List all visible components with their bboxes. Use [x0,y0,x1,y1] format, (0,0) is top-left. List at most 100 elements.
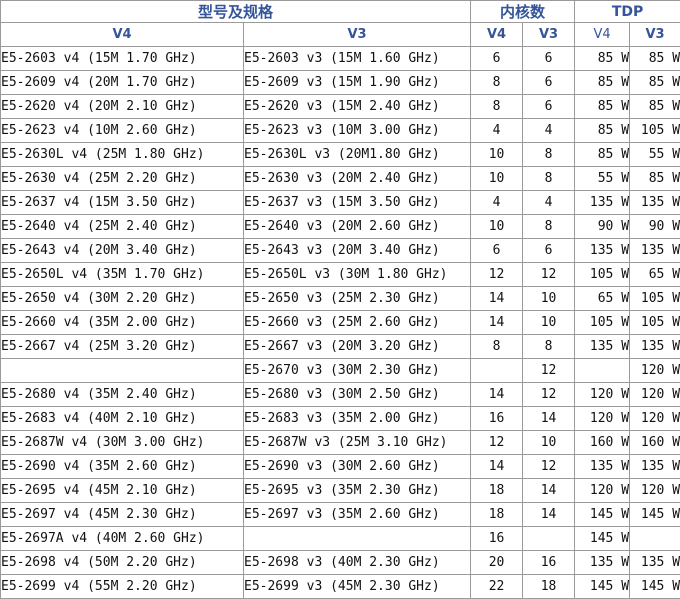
table-row: E5-2683 v4 (40M 2.10 GHz) E5-2683 v3 (35M… [0,406,680,431]
v3-cores-cell: 14 [522,502,576,527]
v4-model-cell: E5-2637 v4 (15M 3.50 GHz) [0,190,244,215]
v3-model-cell: E5-2687W v3 (25M 3.10 GHz) [242,430,472,455]
v3-cores-cell: 8 [522,214,576,239]
v4-cores-cell: 10 [470,214,524,239]
v3-model-cell: E5-2650L v3 (30M 1.80 GHz) [242,262,472,287]
v3-cores-cell: 14 [522,406,576,431]
v3-model-cell: E5-2697 v3 (35M 2.60 GHz) [242,502,472,527]
v3-cores-header: V3 [522,22,576,47]
v4-cores-cell: 12 [470,430,524,455]
table-row: E5-2680 v4 (35M 2.40 GHz) E5-2680 v3 (30M… [0,382,680,407]
v3-model-cell: E5-2680 v3 (30M 2.50 GHz) [242,382,472,407]
v3-model-cell: E5-2620 v3 (15M 2.40 GHz) [242,94,472,119]
v3-model-cell: E5-2695 v3 (35M 2.30 GHz) [242,478,472,503]
v3-tdp-cell: 135 W [629,238,680,263]
v4-tdp-cell: 160 W [574,430,631,455]
v3-tdp-cell: 85 W [629,166,680,191]
table-row: E5-2637 v4 (15M 3.50 GHz) E5-2637 v3 (15M… [0,190,680,215]
v3-cores-cell: 10 [522,430,576,455]
v3-cores-cell: 4 [522,190,576,215]
table-row: E5-2697A v4 (40M 2.60 GHz) 16 145 W [0,526,680,551]
v3-tdp-cell: 145 W [629,502,680,527]
v3-tdp-cell: 160 W [629,430,680,455]
v4-model-cell: E5-2698 v4 (50M 2.20 GHz) [0,550,244,575]
v4-model-cell: E5-2650L v4 (35M 1.70 GHz) [0,262,244,287]
v3-model-header: V3 [242,22,472,47]
v3-model-cell: E5-2623 v3 (10M 3.00 GHz) [242,118,472,143]
v4-tdp-cell: 85 W [574,94,631,119]
v3-tdp-cell: 85 W [629,94,680,119]
v3-model-cell: E5-2630L v3 (20M1.80 GHz) [242,142,472,167]
v3-model-cell: E5-2660 v3 (25M 2.60 GHz) [242,310,472,335]
v3-model-cell [242,526,472,551]
v4-tdp-cell: 85 W [574,118,631,143]
v4-cores-cell: 14 [470,382,524,407]
header-row-sub: V4 V3 V4 V3 V4 V3 [0,22,680,47]
v4-model-header: V4 [0,22,244,47]
v3-tdp-cell: 85 W [629,70,680,95]
v3-tdp-cell: 120 W [629,478,680,503]
v3-tdp-cell: 105 W [629,118,680,143]
v4-model-cell: E5-2630 v4 (25M 2.20 GHz) [0,166,244,191]
v4-cores-cell: 18 [470,478,524,503]
v4-model-cell: E5-2690 v4 (35M 2.60 GHz) [0,454,244,479]
v3-cores-cell: 4 [522,118,576,143]
table-row: E5-2667 v4 (25M 3.20 GHz) E5-2667 v3 (20M… [0,334,680,359]
v3-tdp-cell: 120 W [629,406,680,431]
v3-tdp-cell: 65 W [629,262,680,287]
table-row: E5-2660 v4 (35M 2.00 GHz) E5-2660 v3 (25M… [0,310,680,335]
v4-cores-cell: 16 [470,526,524,551]
v4-cores-cell: 8 [470,70,524,95]
v4-tdp-cell: 85 W [574,46,631,71]
v3-model-cell: E5-2698 v3 (40M 2.30 GHz) [242,550,472,575]
v3-model-cell: E5-2699 v3 (45M 2.30 GHz) [242,574,472,599]
table-row: E5-2620 v4 (20M 2.10 GHz) E5-2620 v3 (15M… [0,94,680,119]
v4-model-cell: E5-2623 v4 (10M 2.60 GHz) [0,118,244,143]
table-row: E5-2670 v3 (30M 2.30 GHz) 12 120 W [0,358,680,383]
v4-tdp-cell: 105 W [574,262,631,287]
v4-model-cell: E5-2680 v4 (35M 2.40 GHz) [0,382,244,407]
v4-tdp-cell: 145 W [574,526,631,551]
table-row: E5-2630L v4 (25M 1.80 GHz) E5-2630L v3 (2… [0,142,680,167]
v3-tdp-cell: 135 W [629,454,680,479]
v3-model-cell: E5-2643 v3 (20M 3.40 GHz) [242,238,472,263]
v3-cores-cell: 12 [522,262,576,287]
table-row: E5-2603 v4 (15M 1.70 GHz) E5-2603 v3 (15M… [0,46,680,71]
v4-cores-cell: 14 [470,286,524,311]
v4-model-cell: E5-2609 v4 (20M 1.70 GHz) [0,70,244,95]
v4-model-cell: E5-2620 v4 (20M 2.10 GHz) [0,94,244,119]
v4-tdp-cell [574,358,631,383]
v3-tdp-cell: 120 W [629,382,680,407]
v4-model-cell: E5-2683 v4 (40M 2.10 GHz) [0,406,244,431]
v3-model-cell: E5-2640 v3 (20M 2.60 GHz) [242,214,472,239]
v4-cores-cell: 14 [470,454,524,479]
v4-model-cell [0,358,244,383]
v3-cores-cell: 10 [522,286,576,311]
v4-tdp-cell: 135 W [574,550,631,575]
v4-cores-cell: 22 [470,574,524,599]
table-row: E5-2699 v4 (55M 2.20 GHz) E5-2699 v3 (45M… [0,574,680,599]
v4-model-cell: E5-2697A v4 (40M 2.60 GHz) [0,526,244,551]
v4-tdp-cell: 85 W [574,142,631,167]
v4-tdp-cell: 135 W [574,334,631,359]
v4-tdp-cell: 145 W [574,574,631,599]
v3-tdp-cell: 145 W [629,574,680,599]
v4-tdp-header: V4 [574,22,631,47]
table-row: E5-2690 v4 (35M 2.60 GHz) E5-2690 v3 (30M… [0,454,680,479]
v4-model-cell: E5-2695 v4 (45M 2.10 GHz) [0,478,244,503]
table-row: E5-2640 v4 (25M 2.40 GHz) E5-2640 v3 (20M… [0,214,680,239]
v3-cores-cell: 6 [522,94,576,119]
v3-cores-cell: 6 [522,46,576,71]
v3-tdp-header: V3 [629,22,680,47]
v4-cores-cell: 4 [470,190,524,215]
table-row: E5-2630 v4 (25M 2.20 GHz) E5-2630 v3 (20M… [0,166,680,191]
cores-header: 内核数 [470,0,576,23]
v4-tdp-cell: 120 W [574,478,631,503]
v4-cores-cell: 10 [470,142,524,167]
v3-model-cell: E5-2690 v3 (30M 2.60 GHz) [242,454,472,479]
v3-cores-cell: 6 [522,238,576,263]
v4-tdp-cell: 135 W [574,238,631,263]
v3-tdp-cell: 105 W [629,310,680,335]
v4-model-cell: E5-2630L v4 (25M 1.80 GHz) [0,142,244,167]
